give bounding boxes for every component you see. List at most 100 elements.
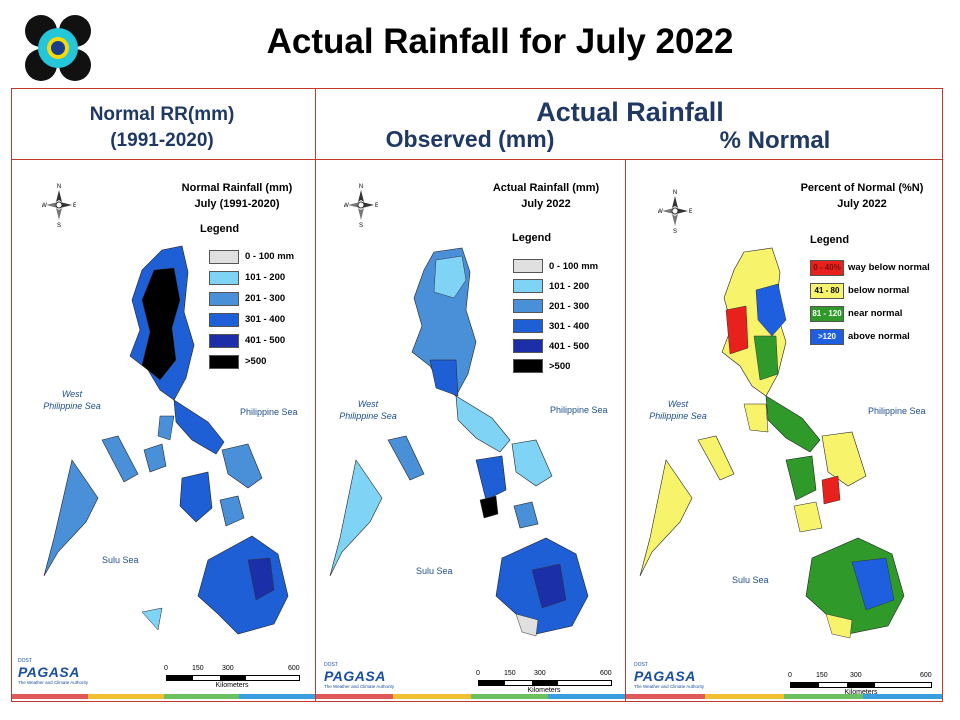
pagasa-name: PAGASA <box>324 668 386 684</box>
legend-swatch: 81 - 120 <box>810 305 844 322</box>
west-sea-label-line2: Philippine Sea <box>339 411 397 421</box>
pagasa-tagline: The Weather and Climate Authority <box>324 684 394 689</box>
pagasa-brand: DOST PAGASA The Weather and Climate Auth… <box>324 662 404 689</box>
legend: 0 - 100 mm 101 - 200 201 - 300 301 - 400… <box>209 246 294 372</box>
legend-item: 401 - 500 <box>513 336 598 356</box>
west-sea-label-line2: Philippine Sea <box>649 411 707 421</box>
scale-bar: 0 150 300 600 Kilometers <box>474 670 614 694</box>
legend-label: >500 <box>549 360 571 372</box>
legend-item: 201 - 300 <box>513 296 598 316</box>
scale-tick: 600 <box>920 672 932 679</box>
legend-swatch <box>209 270 239 285</box>
legend-swatch <box>513 299 543 313</box>
legend-item: 101 - 200 <box>513 276 598 296</box>
compass-e-label: E <box>689 209 692 215</box>
scale-bar: 0 150 300 600 Kilometers <box>786 672 936 696</box>
legend-item: 0 - 100 mm <box>209 246 294 267</box>
philippine-sea-label: Philippine Sea <box>240 407 298 417</box>
color-stripe <box>626 694 942 699</box>
legend-swatch <box>513 279 543 293</box>
compass-icon: N S W E <box>344 184 378 228</box>
percent-normal-header: % Normal <box>719 127 831 154</box>
pagasa-name: PAGASA <box>634 668 696 684</box>
map-panel-normal: N S W E Normal Rainfall (mm) July (1991-… <box>12 160 315 700</box>
legend-item: 0 - 100 mm <box>513 256 598 276</box>
scale-tick: 0 <box>164 665 168 672</box>
observed-header: Observed (mm) <box>385 126 555 152</box>
legend-label: below normal <box>848 285 910 296</box>
legend: 0 - 100 mm 101 - 200 201 - 300 301 - 400… <box>513 256 598 376</box>
dost-label: DOST <box>324 662 338 668</box>
map-panel-percent: N S W E Percent of Normal (%N) July 2022… <box>626 160 942 700</box>
west-sea-label-line1: West <box>357 399 379 409</box>
scale-tick: 0 <box>788 672 792 679</box>
pagasa-logo <box>24 14 92 82</box>
legend-label: above normal <box>848 331 910 342</box>
legend-swatch <box>209 249 239 264</box>
legend-title: Legend <box>200 223 240 235</box>
legend-item: >500 <box>209 351 294 372</box>
scale-unit: Kilometers <box>844 689 878 696</box>
normal-header: Normal RR(mm) <box>89 104 235 125</box>
compass-w-label: W <box>42 203 47 209</box>
scale-tick: 600 <box>288 665 300 672</box>
compass-n-label: N <box>359 184 363 190</box>
dost-label: DOST <box>634 662 648 668</box>
legend-label: 201 - 300 <box>245 293 286 304</box>
scale-tick: 600 <box>600 670 612 677</box>
slide-title: Actual Rainfall for July 2022 <box>266 22 734 61</box>
pagasa-name: PAGASA <box>18 664 80 680</box>
legend-item: 0 - 40% way below normal <box>810 256 930 279</box>
map-title-line2: July (1991-2020) <box>194 198 280 210</box>
legend-swatch: 41 - 80 <box>810 282 844 299</box>
west-sea-label-line1: West <box>61 389 83 399</box>
legend-swatch <box>209 291 239 306</box>
legend-item: 401 - 500 <box>209 330 294 351</box>
legend-item: 201 - 300 <box>209 288 294 309</box>
philippines-map-percent <box>639 247 905 639</box>
scale-tick: 150 <box>504 670 516 677</box>
pagasa-tagline: The Weather and Climate Authority <box>634 684 704 689</box>
legend-label: 201 - 300 <box>549 300 590 312</box>
west-sea-label-line1: West <box>667 399 689 409</box>
map-title-line2: July 2022 <box>521 198 571 210</box>
legend-swatch <box>209 333 239 348</box>
legend-item: 41 - 80 below normal <box>810 279 930 302</box>
legend-item: 81 - 120 near normal <box>810 302 930 325</box>
philippines-map-normal <box>43 245 289 635</box>
legend-label: 0 - 100 mm <box>549 260 599 272</box>
legend-label: 101 - 200 <box>549 280 590 292</box>
panel-frame-percent <box>625 159 943 702</box>
compass-icon: N S W E <box>658 190 692 234</box>
compass-s-label: S <box>359 223 363 228</box>
scale-unit: Kilometers <box>215 682 249 689</box>
scale-tick: 0 <box>476 670 480 677</box>
compass-icon: N S W E <box>42 184 76 228</box>
legend-title: Legend <box>512 232 552 244</box>
legend-label: way below normal <box>848 262 930 273</box>
scale-tick: 300 <box>534 670 546 677</box>
legend-label: >500 <box>245 356 267 367</box>
sulu-sea-label: Sulu Sea <box>732 575 769 585</box>
legend-title: Legend <box>810 234 850 246</box>
legend-label: 401 - 500 <box>549 340 590 352</box>
compass-n-label: N <box>673 190 677 196</box>
pagasa-tagline: The Weather and Climate Authority <box>18 680 88 685</box>
legend-swatch <box>513 359 543 373</box>
scale-tick: 300 <box>850 672 862 679</box>
map-title-line1: Percent of Normal (%N) <box>800 182 924 194</box>
philippine-sea-label: Philippine Sea <box>868 406 926 416</box>
sulu-sea-label: Sulu Sea <box>102 555 139 565</box>
legend-swatch <box>209 312 239 327</box>
west-sea-label-line2: Philippine Sea <box>43 401 101 411</box>
map-title-line1: Normal Rainfall (mm) <box>181 182 293 194</box>
legend-swatch: 0 - 40% <box>810 259 844 276</box>
legend-label: 401 - 500 <box>245 335 286 346</box>
legend-swatch: >120 <box>810 328 844 345</box>
pagasa-brand: DOST PAGASA The Weather and Climate Auth… <box>634 662 714 689</box>
map-panel-observed: N S W E Actual Rainfall (mm) July 2022 L… <box>316 160 625 700</box>
legend: 0 - 40% way below normal 41 - 80 below n… <box>810 256 930 348</box>
legend-item: >500 <box>513 356 598 376</box>
legend-label: 0 - 100 mm <box>245 251 295 262</box>
legend-label: 301 - 400 <box>549 320 590 332</box>
